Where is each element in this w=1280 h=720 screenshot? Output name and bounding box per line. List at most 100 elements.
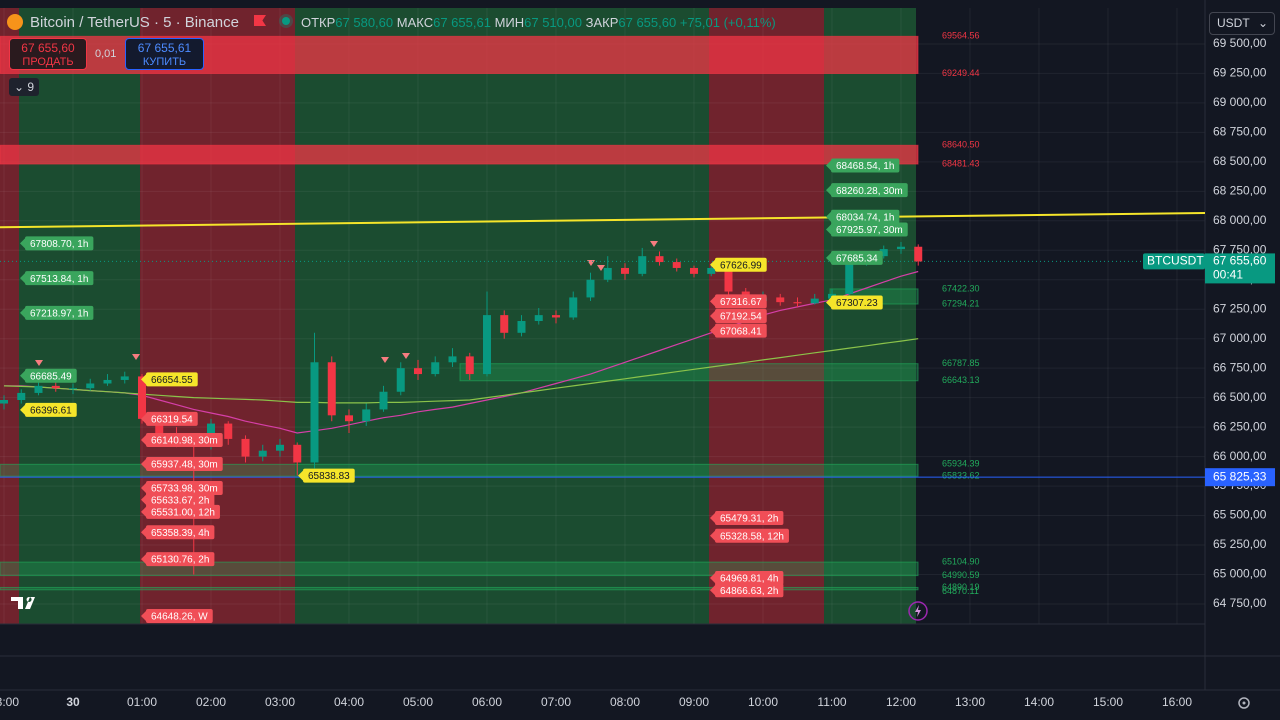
tag-box	[715, 528, 789, 543]
candle-body	[327, 362, 336, 416]
candle-body	[896, 246, 905, 250]
candle-body	[379, 391, 388, 410]
tag-box	[146, 504, 220, 519]
candle-body	[17, 392, 26, 400]
symbol-tag	[1143, 253, 1205, 270]
tag-box	[831, 183, 908, 198]
x-tick-label: 15:00	[1093, 695, 1123, 709]
tag-box	[146, 432, 223, 447]
low-value: 67 510,00	[524, 15, 582, 30]
zone-label: 65104.90	[942, 556, 980, 566]
tag-box	[831, 209, 900, 224]
tag-pointer	[141, 434, 146, 445]
tag-box	[146, 456, 223, 471]
x-tick-label: 06:00	[472, 695, 502, 709]
tag-pointer	[141, 482, 146, 493]
tag-label: 67626.99	[720, 260, 762, 271]
candle-body	[275, 444, 284, 451]
tag-pointer	[710, 310, 715, 321]
tag-pointer	[710, 585, 715, 596]
candle-body	[707, 267, 716, 274]
x-tick-label: 03:00	[265, 695, 295, 709]
tag-label: 65531.00, 12h	[151, 508, 215, 519]
change: +75,01 (+0,11%)	[679, 15, 776, 30]
x-tick-label: 05:00	[403, 695, 433, 709]
zone	[0, 144, 919, 165]
sell-button[interactable]: 67 655,60 ПРОДАТЬ	[9, 38, 87, 70]
tag-pointer	[826, 297, 831, 308]
tag-pointer	[710, 530, 715, 541]
tag-box	[25, 271, 94, 286]
candle-body	[293, 444, 302, 463]
y-tick-label: 69 000,00	[1213, 95, 1267, 109]
tag-label: 67513.84, 1h	[30, 274, 88, 285]
h-line-tag	[1205, 468, 1275, 487]
symbol-title[interactable]: Bitcoin / TetherUS · 5 · Binance	[30, 14, 239, 31]
tag-box	[715, 323, 767, 338]
indicators-toggle[interactable]: ⌄ 9	[9, 78, 39, 96]
y-tick-label: 67 750,00	[1213, 242, 1267, 256]
tag-pointer	[298, 470, 303, 481]
x-tick-label: 04:00	[334, 695, 364, 709]
tag-box	[146, 492, 215, 507]
open-label: ОТКР	[301, 15, 336, 30]
zone-label: 65833.62	[942, 471, 980, 481]
x-tick-label: 01:00	[127, 695, 157, 709]
tag-label: 66140.98, 30m	[151, 436, 218, 447]
settings-icon[interactable]	[1238, 697, 1250, 709]
tag-box	[303, 468, 355, 483]
gear[interactable]	[1238, 697, 1250, 709]
candle-body	[0, 400, 9, 404]
tag-label: 68034.74, 1h	[836, 212, 894, 223]
tag-box	[146, 372, 198, 387]
tag-label: 65130.76, 2h	[151, 555, 209, 566]
sell-price: 67 655,60	[21, 41, 75, 55]
tag-pointer	[20, 307, 25, 318]
tag-label: 67192.54	[720, 312, 762, 323]
candle-body	[689, 267, 698, 274]
zone-label: 65934.39	[942, 459, 980, 469]
tag-box	[831, 222, 908, 237]
x-tick-label: 14:00	[1024, 695, 1054, 709]
y-tick-label: 68 000,00	[1213, 213, 1267, 227]
buy-button[interactable]: 67 655,61 КУПИТЬ	[125, 38, 204, 70]
grid	[0, 8, 1205, 624]
x-tick-label: 13:00	[955, 695, 985, 709]
tag-label: 65937.48, 30m	[151, 460, 218, 471]
x-tick-label: 02:00	[196, 695, 226, 709]
tag-label: 66685.49	[30, 371, 72, 382]
candle-body	[413, 368, 422, 375]
zone-label: 66643.13	[942, 375, 980, 385]
tag-pointer	[826, 160, 831, 171]
candle-body	[551, 315, 560, 318]
price-label: 67 655,60	[1213, 254, 1267, 268]
zone-label: 67422.30	[942, 283, 980, 293]
marker	[402, 353, 410, 359]
tv-logo	[11, 597, 35, 609]
lightning-icon[interactable]	[908, 601, 928, 621]
tag-box	[715, 257, 767, 272]
tag-pointer	[20, 238, 25, 249]
x-tick-label: 23:00	[0, 695, 19, 709]
candle-body	[569, 297, 578, 318]
candle-body	[51, 385, 60, 389]
candle-body	[534, 315, 543, 322]
tag-label: 67808.70, 1h	[30, 239, 88, 250]
tag-label: 65358.39, 4h	[151, 528, 209, 539]
quantity[interactable]: 0,01	[95, 48, 117, 60]
x-tick-label: 30	[66, 695, 80, 709]
tag-box	[831, 250, 883, 265]
currency-select[interactable]: USDT ⌄	[1209, 12, 1275, 35]
tag-box	[146, 552, 215, 567]
tag-box	[25, 368, 77, 383]
gear-center	[1242, 701, 1246, 705]
session-red	[140, 8, 295, 624]
candle-body	[603, 267, 612, 280]
tag-box	[146, 480, 223, 495]
candle-body	[500, 315, 509, 333]
candle-body	[138, 376, 147, 419]
flag-icon[interactable]	[254, 15, 266, 26]
candle-body	[810, 298, 819, 304]
y-tick-label: 66 500,00	[1213, 390, 1267, 404]
tag-pointer	[141, 506, 146, 517]
